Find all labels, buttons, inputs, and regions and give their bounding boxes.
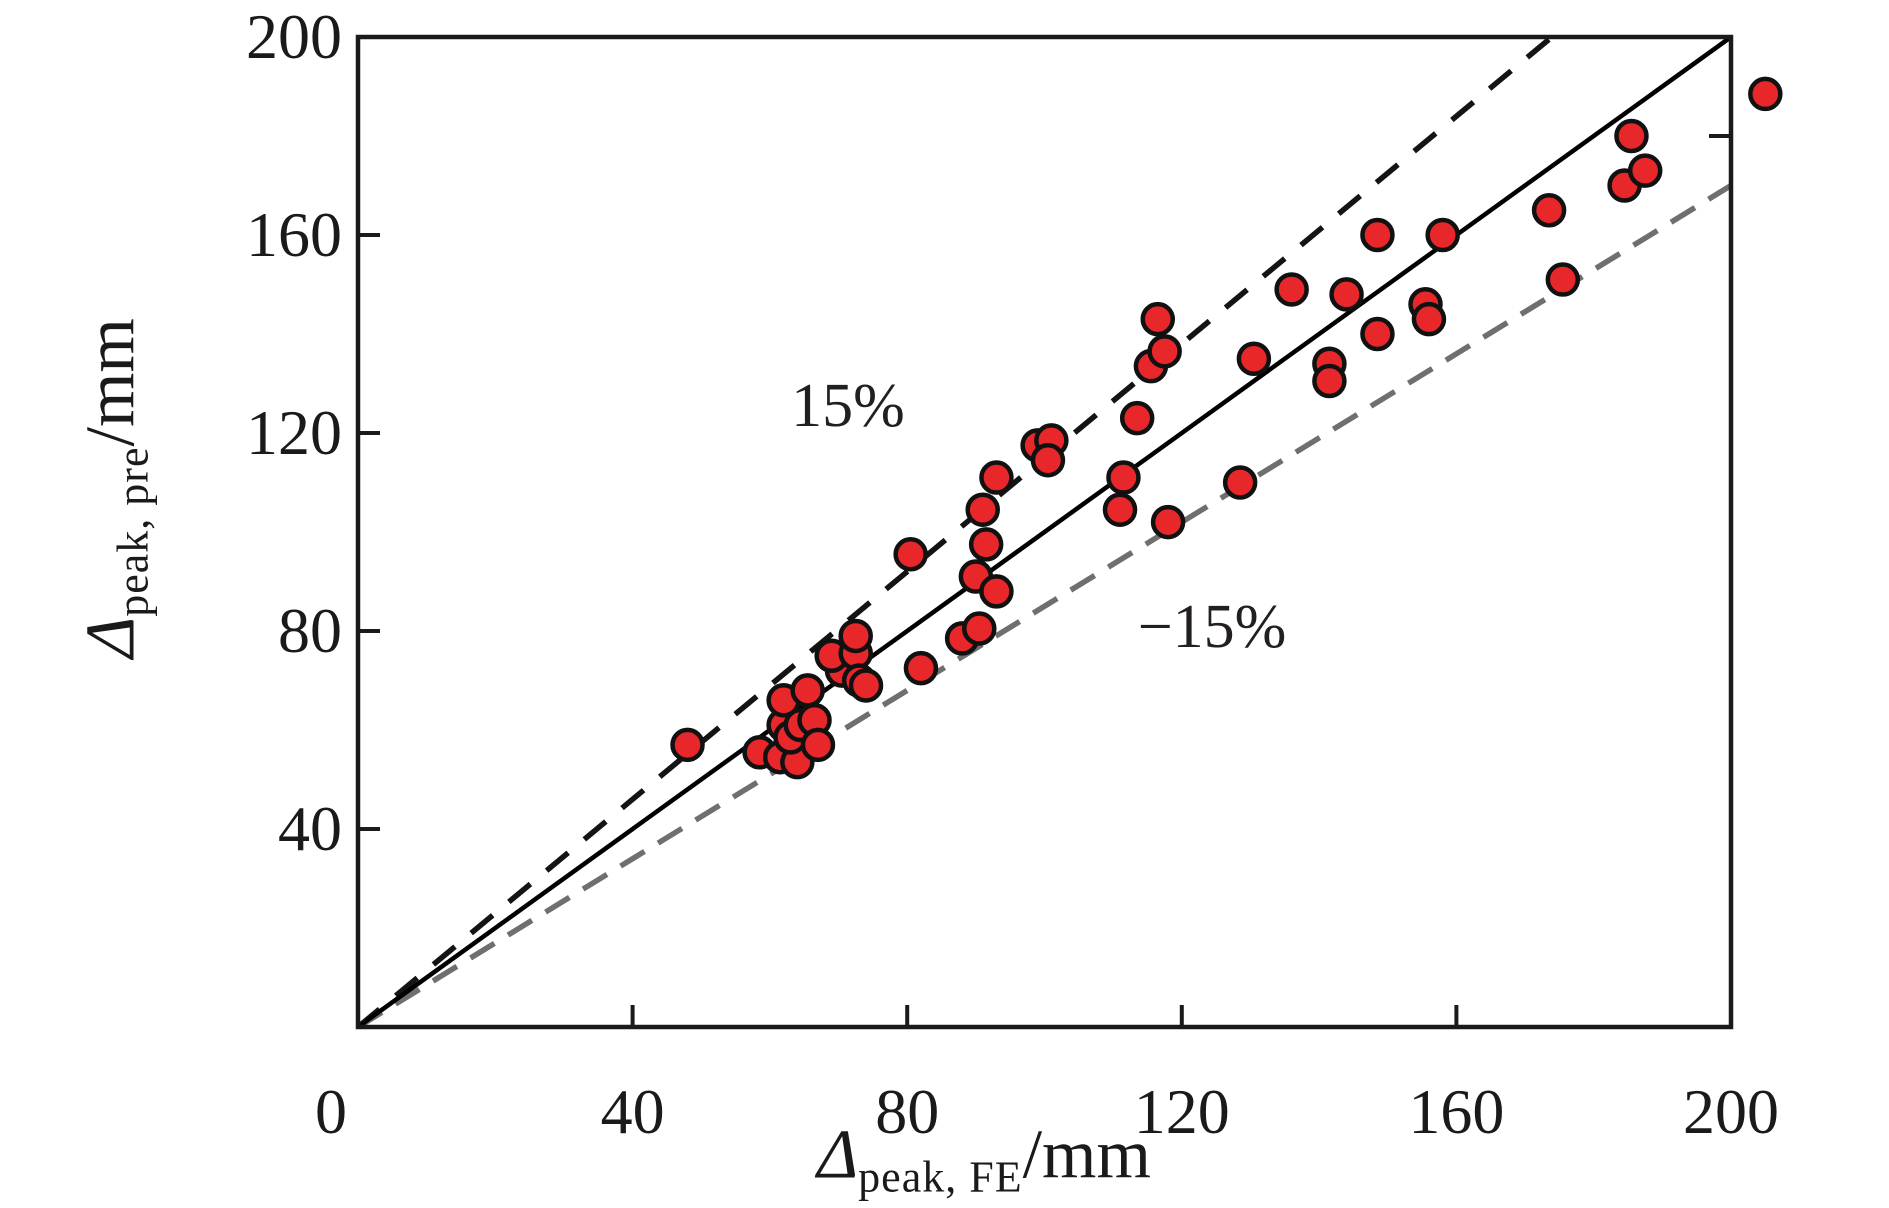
data-point <box>670 727 705 763</box>
data-point <box>1748 76 1783 112</box>
data-point <box>1627 153 1663 188</box>
data-point <box>1236 341 1272 376</box>
x-tick-label: 200 <box>1683 1076 1779 1147</box>
data-point <box>1119 400 1155 436</box>
data-point <box>1030 442 1066 478</box>
x-tick-label: 120 <box>1134 1076 1230 1147</box>
data-point <box>1106 460 1141 495</box>
y-axis-title: Δpeak, pre/mm <box>73 318 158 658</box>
data-point <box>1614 118 1649 154</box>
y-axis-subscript: peak, pre <box>108 446 158 617</box>
x-axis-subscript: peak, FE <box>858 1152 1023 1202</box>
minus-15-percent-label: −15% <box>1137 593 1287 661</box>
data-point <box>893 537 928 572</box>
data-point <box>965 492 1000 527</box>
x-axis-title: Δpeak, FE/mm <box>817 1120 1151 1202</box>
refline-plus-15-percent <box>356 34 1554 1030</box>
data-point <box>979 460 1014 495</box>
y-tick-label: 120 <box>246 397 342 468</box>
data-point <box>800 727 836 763</box>
x-tick-label: 0 <box>315 1076 347 1147</box>
data-point <box>790 673 825 708</box>
data-point <box>1312 363 1347 399</box>
data-point <box>979 574 1014 609</box>
data-point <box>838 618 873 654</box>
refline-identity <box>356 35 1733 1029</box>
x-tick-label: 40 <box>601 1076 665 1147</box>
data-point <box>1274 272 1309 307</box>
data-point <box>848 668 884 703</box>
refline-minus-15-percent <box>356 183 1733 1030</box>
data-point <box>1425 217 1460 253</box>
y-tick-label: 160 <box>246 199 342 270</box>
data-point <box>1329 277 1364 312</box>
data-point <box>968 527 1004 562</box>
data-point <box>1545 262 1581 297</box>
data-point <box>962 611 997 646</box>
data-point <box>1147 334 1182 369</box>
data-point <box>1222 465 1258 500</box>
y-axis-unit: /mm <box>72 318 150 447</box>
data-point <box>903 650 939 686</box>
data-point <box>1140 301 1176 337</box>
axes-box <box>355 34 1734 1030</box>
data-point <box>1360 316 1395 352</box>
data-point <box>1411 301 1447 337</box>
y-axis-symbol: Δ <box>72 616 150 658</box>
data-point <box>1531 193 1567 228</box>
x-axis-unit: /mm <box>1022 1116 1151 1194</box>
x-tick-label: 160 <box>1408 1076 1504 1147</box>
data-point <box>1360 217 1395 253</box>
y-tick-label: 80 <box>278 595 342 666</box>
y-tick-label: 200 <box>246 1 342 72</box>
x-axis-symbol: Δ <box>817 1116 859 1194</box>
data-point <box>1150 504 1186 540</box>
x-tick-label: 80 <box>875 1076 939 1147</box>
plus-15-percent-label: 15% <box>791 372 905 440</box>
y-tick-label: 40 <box>278 793 342 864</box>
data-point <box>1102 492 1138 527</box>
